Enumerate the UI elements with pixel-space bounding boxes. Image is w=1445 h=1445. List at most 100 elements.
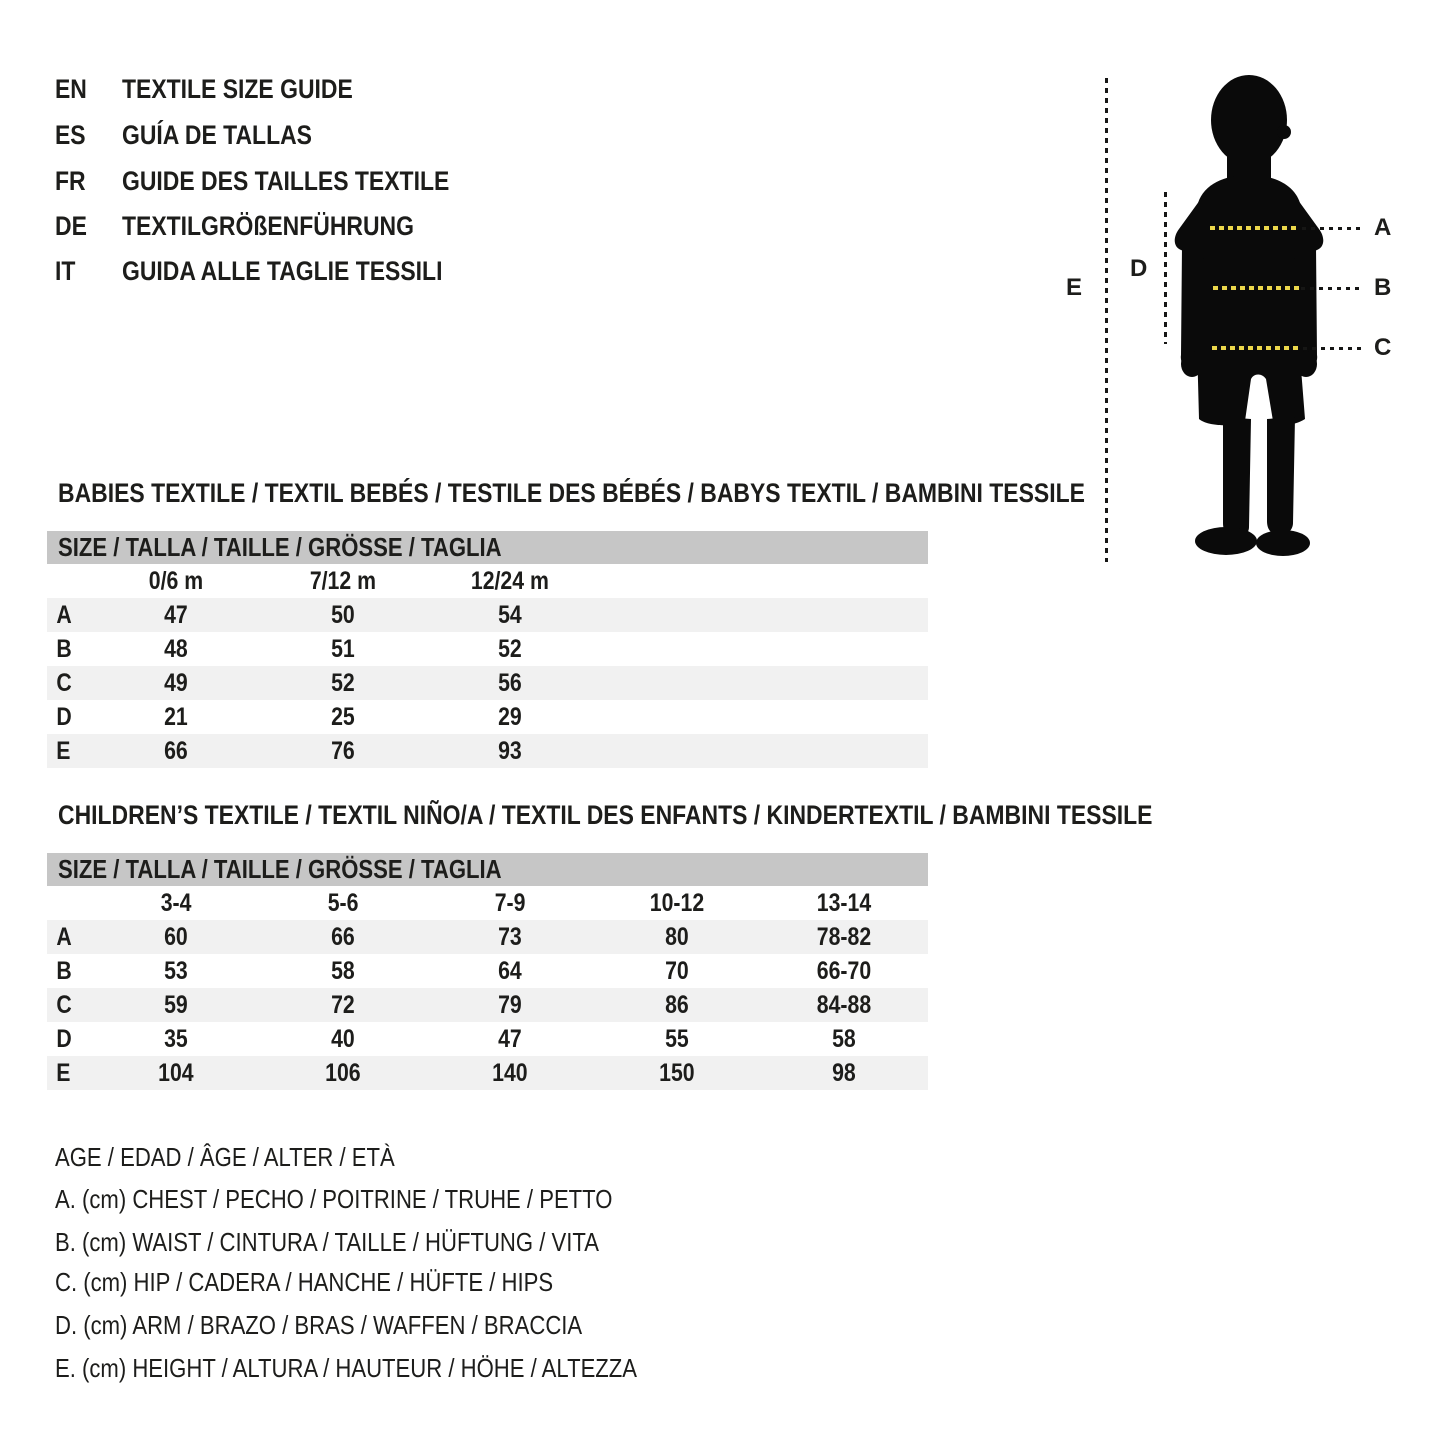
waist-leader-line-b xyxy=(1301,287,1362,290)
arm-measure-line-d xyxy=(1164,192,1167,344)
row-label: C xyxy=(56,990,72,1019)
babies-section-title: BABIES TEXTILE / TEXTIL BEBÉS / TESTILE … xyxy=(58,478,1085,508)
cell: 78-82 xyxy=(817,922,872,951)
legend-line-waist: B. (cm) WAIST / CINTURA / TAILLE / HÜFTU… xyxy=(55,1227,599,1257)
column-header: 7-9 xyxy=(494,888,526,917)
table-row: C 59 72 79 86 84-88 xyxy=(47,988,928,1022)
column-header: 0/6 m xyxy=(148,566,203,595)
figure-label-a: A xyxy=(1374,214,1392,241)
cell: 104 xyxy=(157,1058,194,1087)
row-label: C xyxy=(56,668,72,697)
cell: 51 xyxy=(330,634,355,663)
table-row: E 104 106 140 150 98 xyxy=(47,1056,928,1090)
row-label: D xyxy=(56,1024,72,1053)
cell: 48 xyxy=(163,634,188,663)
cell: 84-88 xyxy=(817,990,872,1019)
cell: 25 xyxy=(330,702,355,731)
table-row: A 60 66 73 80 78-82 xyxy=(47,920,928,954)
babies-size-table: SIZE / TALLA / TAILLE / GRÖSSE / TAGLIA … xyxy=(47,531,928,768)
figure-label-e: E xyxy=(1066,274,1083,301)
cell: 54 xyxy=(498,600,522,629)
cell: 52 xyxy=(498,634,522,663)
cell: 52 xyxy=(330,668,355,697)
language-title: TEXTILE SIZE GUIDE xyxy=(122,74,353,104)
cell: 59 xyxy=(163,990,188,1019)
cell: 66 xyxy=(163,736,188,765)
cell: 55 xyxy=(665,1024,690,1053)
table-row: C 49 52 56 xyxy=(47,666,928,700)
cell: 80 xyxy=(665,922,690,951)
language-title: GUIDA ALLE TAGLIE TESSILI xyxy=(122,256,443,286)
language-code: IT xyxy=(55,256,76,286)
cell: 56 xyxy=(498,668,522,697)
cell: 79 xyxy=(498,990,522,1019)
language-code: ES xyxy=(55,120,86,150)
figure-label-c: C xyxy=(1374,334,1392,361)
children-section-title: CHILDREN’S TEXTILE / TEXTIL NIÑO/A / TEX… xyxy=(58,800,1153,830)
cell: 50 xyxy=(330,600,355,629)
column-header: 13-14 xyxy=(817,888,872,917)
cell: 73 xyxy=(498,922,522,951)
cell: 72 xyxy=(330,990,355,1019)
column-header: 5-6 xyxy=(327,888,359,917)
waist-measure-line-b xyxy=(1213,286,1299,290)
row-label: A xyxy=(56,600,72,629)
children-column-header-row: 3-4 5-6 7-9 10-12 13-14 xyxy=(47,886,928,920)
legend-line-age: AGE / EDAD / ÂGE / ALTER / ETÀ xyxy=(55,1142,395,1172)
legend-line-arm: D. (cm) ARM / BRAZO / BRAS / WAFFEN / BR… xyxy=(55,1310,583,1340)
cell: 66-70 xyxy=(817,956,872,985)
language-code: DE xyxy=(55,211,87,241)
cell: 60 xyxy=(163,922,188,951)
children-table-header-bar: SIZE / TALLA / TAILLE / GRÖSSE / TAGLIA xyxy=(47,853,928,886)
babies-table-header-bar: SIZE / TALLA / TAILLE / GRÖSSE / TAGLIA xyxy=(47,531,928,564)
cell: 150 xyxy=(659,1058,695,1087)
figure-label-d: D xyxy=(1130,255,1148,282)
cell: 40 xyxy=(330,1024,355,1053)
language-code: EN xyxy=(55,74,87,104)
chest-measure-line-a xyxy=(1210,226,1300,230)
row-label: B xyxy=(56,634,72,663)
table-row: E 66 76 93 xyxy=(47,734,928,768)
cell: 86 xyxy=(665,990,690,1019)
cell: 98 xyxy=(832,1058,857,1087)
row-label: B xyxy=(56,956,72,985)
column-header: 3-4 xyxy=(160,888,191,917)
babies-column-header-row: 0/6 m 7/12 m 12/24 m xyxy=(47,564,928,598)
cell: 58 xyxy=(330,956,355,985)
cell: 64 xyxy=(498,956,522,985)
cell: 35 xyxy=(163,1024,188,1053)
cell: 93 xyxy=(498,736,522,765)
hip-leader-line-c xyxy=(1303,347,1362,350)
table-row: B 48 51 52 xyxy=(47,632,928,666)
column-header: 10-12 xyxy=(650,888,705,917)
column-header: 7/12 m xyxy=(309,566,376,595)
table-row: B 53 58 64 70 66-70 xyxy=(47,954,928,988)
children-size-table: SIZE / TALLA / TAILLE / GRÖSSE / TAGLIA … xyxy=(47,853,928,1090)
language-code: FR xyxy=(55,166,86,196)
cell: 47 xyxy=(163,600,188,629)
row-label: E xyxy=(56,736,71,765)
cell: 29 xyxy=(498,702,522,731)
cell: 70 xyxy=(665,956,690,985)
table-row: A 47 50 54 xyxy=(47,598,928,632)
table-row: D 35 40 47 55 58 xyxy=(47,1022,928,1056)
chest-leader-line-a xyxy=(1302,227,1362,230)
cell: 58 xyxy=(832,1024,857,1053)
cell: 66 xyxy=(330,922,355,951)
row-label: E xyxy=(56,1058,71,1087)
hip-measure-line-c xyxy=(1212,346,1302,350)
language-title: GUIDE DES TAILLES TEXTILE xyxy=(122,166,450,196)
legend-line-hip: C. (cm) HIP / CADERA / HANCHE / HÜFTE / … xyxy=(55,1267,554,1297)
cell: 53 xyxy=(163,956,188,985)
cell: 21 xyxy=(163,702,188,731)
table-row: D 21 25 29 xyxy=(47,700,928,734)
cell: 76 xyxy=(330,736,355,765)
row-label: D xyxy=(56,702,72,731)
legend-line-chest: A. (cm) CHEST / PECHO / POITRINE / TRUHE… xyxy=(55,1184,613,1214)
language-title: GUÍA DE TALLAS xyxy=(122,120,312,150)
language-title: TEXTILGRÖßENFÜHRUNG xyxy=(122,211,414,241)
legend-line-height: E. (cm) HEIGHT / ALTURA / HAUTEUR / HÖHE… xyxy=(55,1353,638,1383)
child-silhouette-figure xyxy=(1174,75,1324,556)
cell: 49 xyxy=(163,668,188,697)
